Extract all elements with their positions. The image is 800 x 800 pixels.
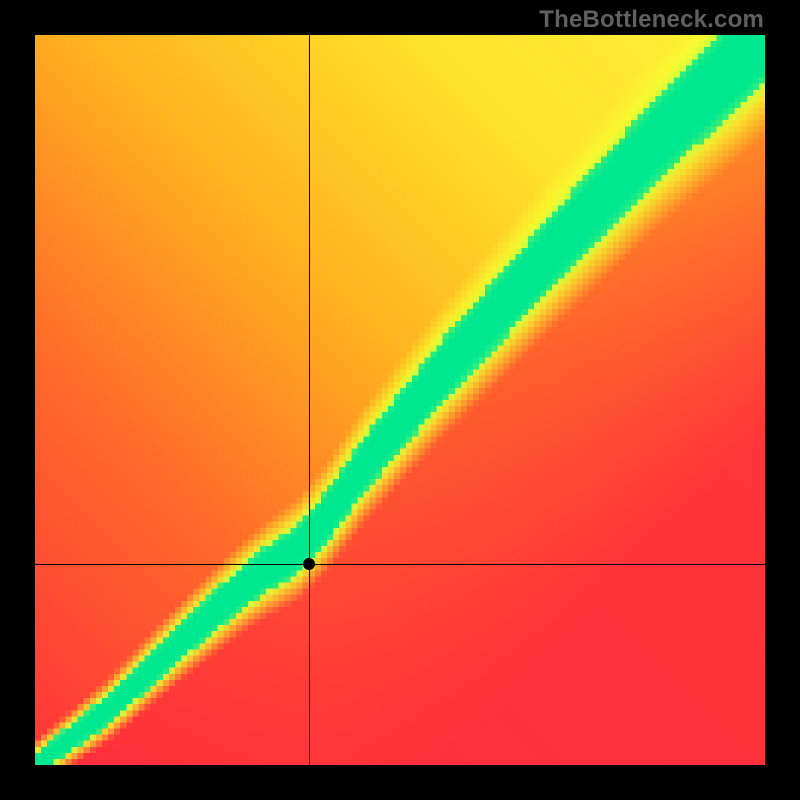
plot-area <box>35 35 765 765</box>
watermark-text: TheBottleneck.com <box>539 6 764 34</box>
page-frame: TheBottleneck.com <box>0 0 800 800</box>
heatmap-canvas <box>35 35 765 765</box>
